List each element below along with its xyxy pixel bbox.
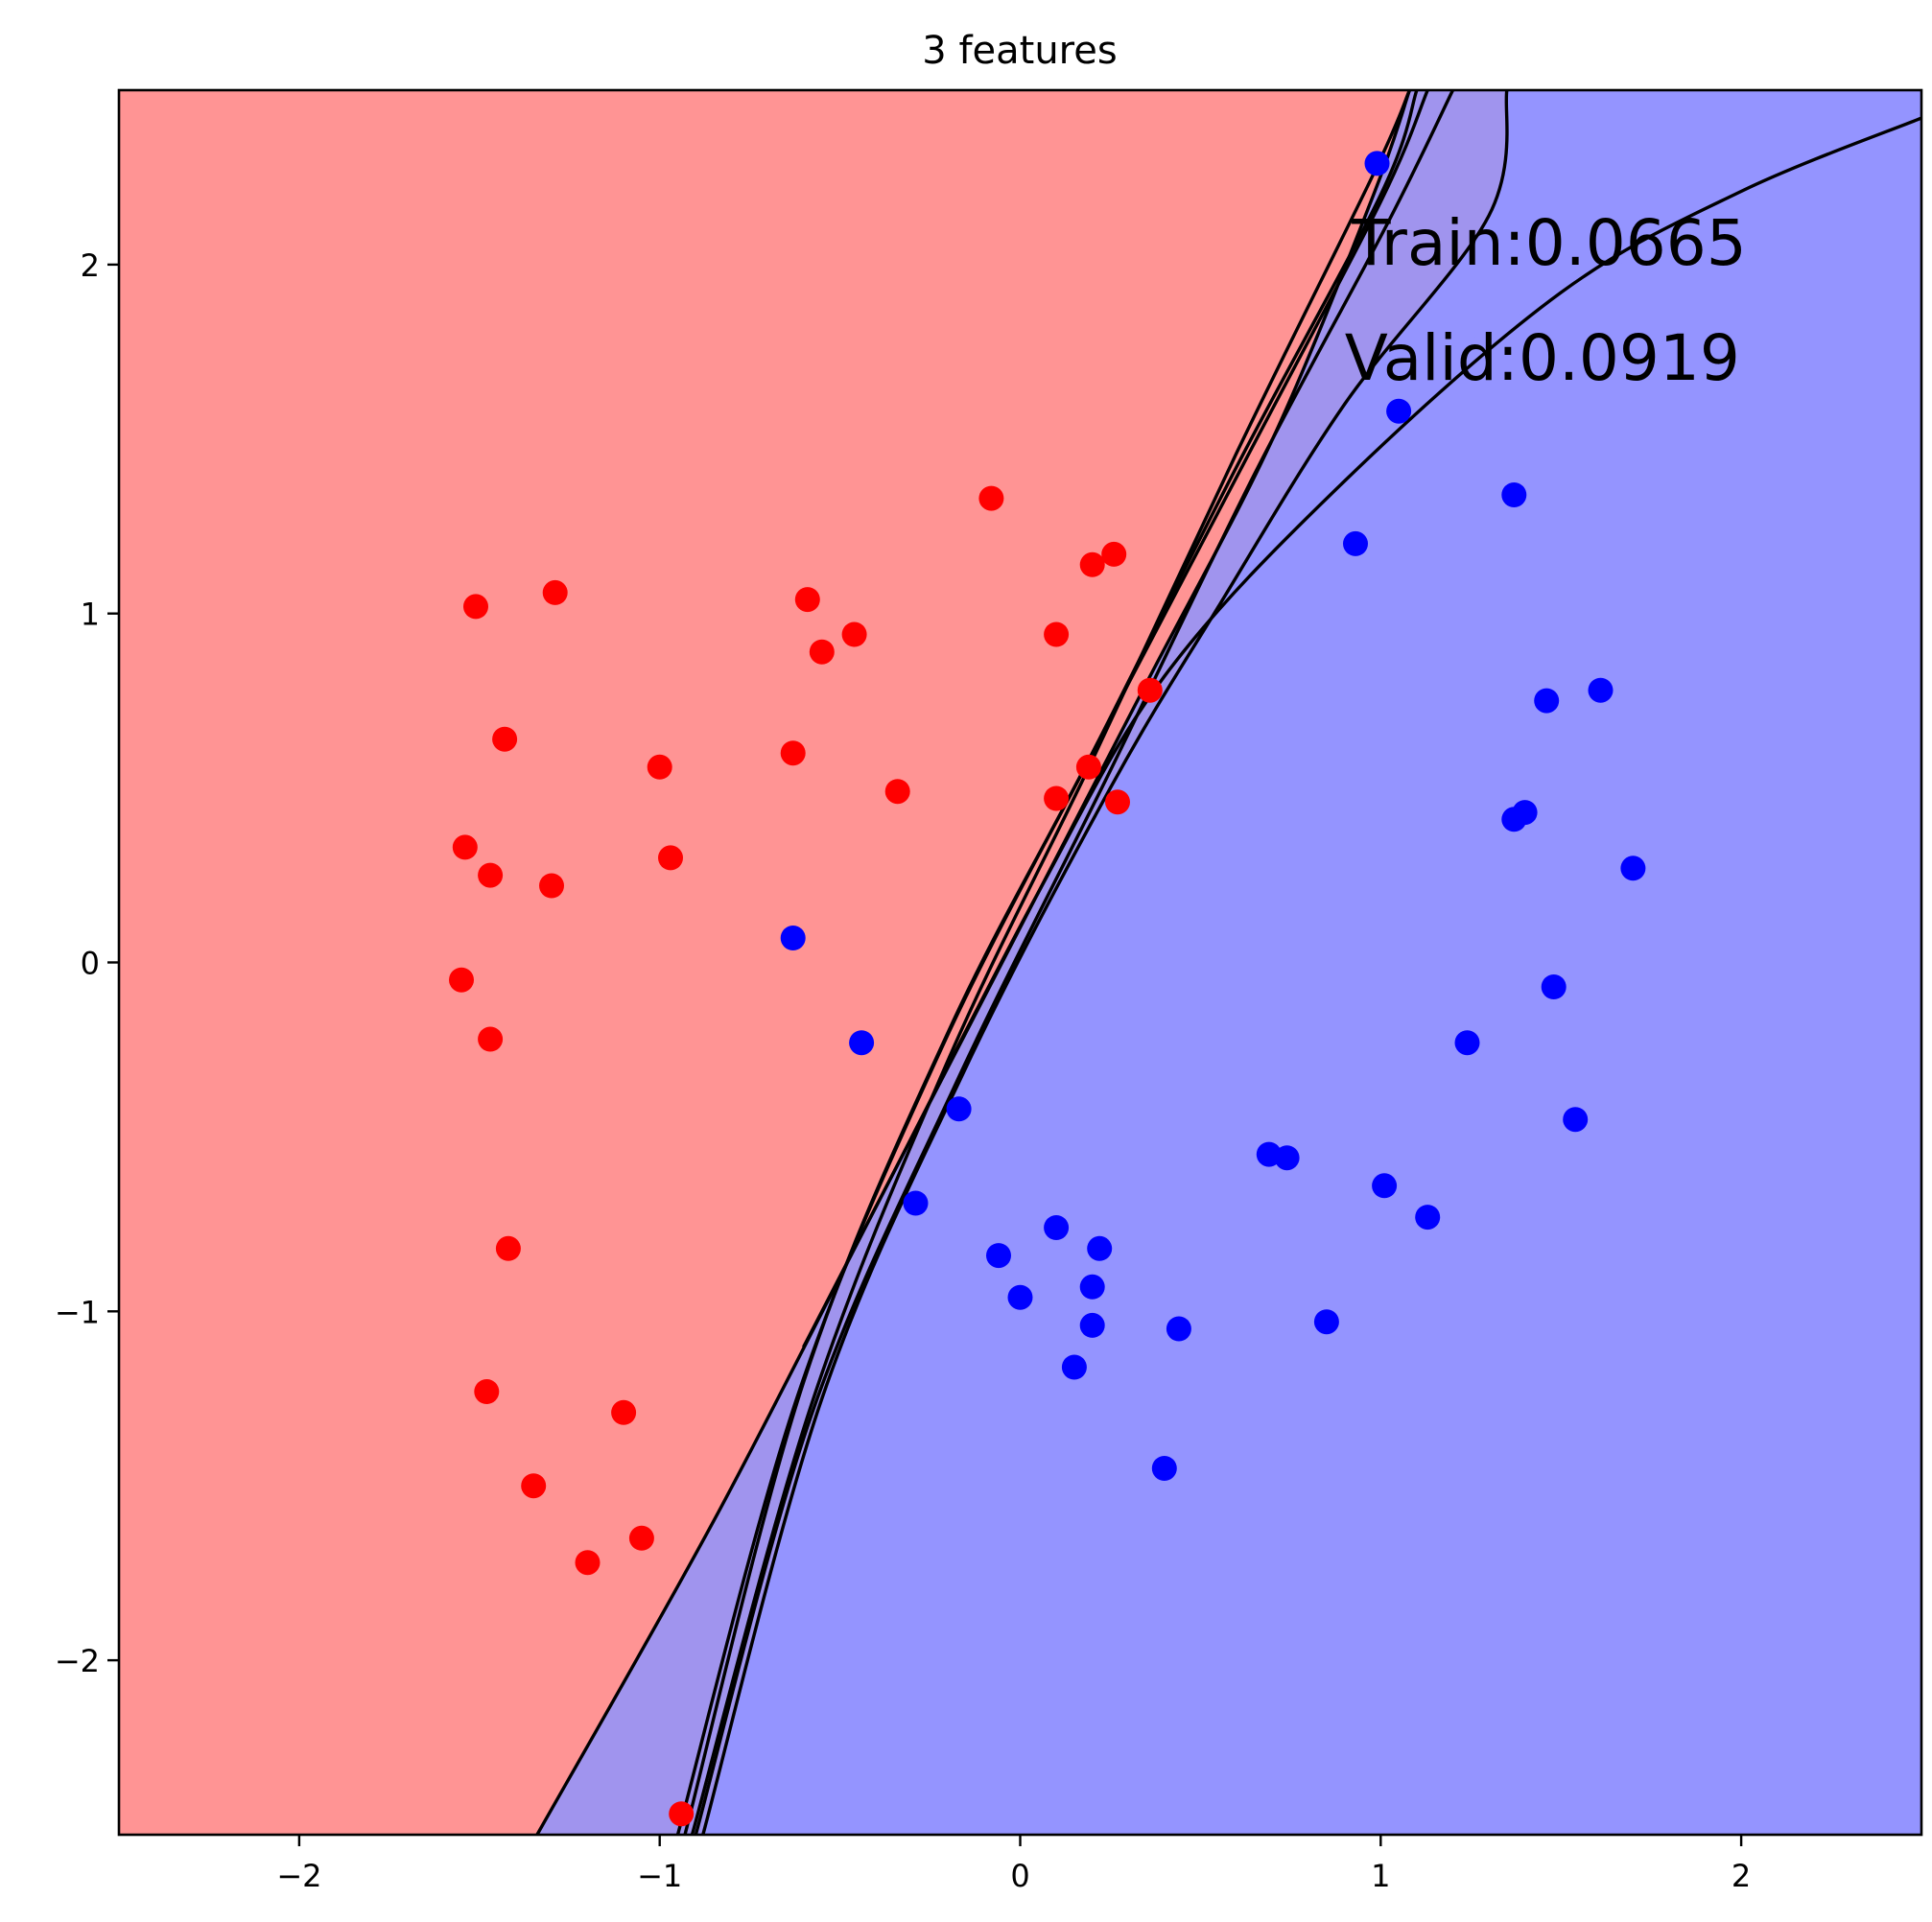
red-class-point — [495, 1235, 521, 1261]
y-tick-label: −1 — [55, 1294, 100, 1330]
blue-class-point — [1364, 151, 1390, 176]
decision-regions — [119, 90, 1921, 1836]
red-class-point — [575, 1550, 601, 1576]
red-class-point — [1079, 551, 1105, 577]
blue-class-point — [1501, 482, 1527, 507]
decision-boundaries — [535, 90, 1921, 1835]
red-class-point — [628, 1525, 654, 1551]
blue-class-point — [1007, 1284, 1033, 1310]
red-class-point — [809, 639, 835, 665]
red-class-point — [669, 1801, 695, 1827]
y-tick-label: −2 — [55, 1643, 100, 1679]
blue-class-point — [1534, 688, 1560, 714]
red-class-point — [1105, 789, 1130, 815]
red-class-point — [542, 579, 568, 605]
red-class-point — [449, 967, 474, 993]
red-class-point — [1044, 785, 1070, 811]
blue-class-point — [1079, 1312, 1105, 1338]
y-tick-label: 2 — [81, 247, 100, 284]
red-class-point — [492, 726, 518, 752]
blue-class-point — [903, 1190, 929, 1216]
boundary-2 — [675, 90, 1429, 1835]
red-class-point — [521, 1473, 547, 1499]
y-tick-label: 0 — [81, 946, 100, 982]
red-class-point — [841, 621, 867, 647]
blue-class-point — [1087, 1235, 1113, 1261]
blue-class-point — [1151, 1456, 1177, 1481]
red-class-point — [647, 754, 672, 780]
blue-class-point — [1541, 974, 1567, 999]
blue-class-point — [1563, 1107, 1589, 1133]
blue-class-point — [1512, 800, 1538, 826]
x-tick-label: 2 — [1732, 1858, 1751, 1894]
axis-ticks: −2 −1 0 1 2 −2 −1 0 1 2 — [55, 247, 1751, 1894]
x-tick-label: −1 — [637, 1858, 682, 1894]
scatter-points — [449, 151, 1646, 1827]
red-class-point — [780, 740, 806, 766]
x-tick-label: 0 — [1010, 1858, 1029, 1894]
y-tick-label: 1 — [81, 597, 100, 633]
boundary-7 — [535, 116, 1921, 1835]
red-class-point — [539, 873, 564, 899]
red-class-point — [1101, 541, 1127, 567]
blue-class-point — [849, 1030, 875, 1056]
blue-class-point — [946, 1096, 972, 1122]
red-class-point — [1137, 677, 1163, 703]
red-class-point — [978, 485, 1004, 511]
valid-score-annotation: Valid:0.0919 — [1345, 321, 1740, 395]
red-class-point — [1075, 754, 1101, 780]
x-tick-label: 1 — [1371, 1858, 1390, 1894]
blue-class-point — [1372, 1173, 1398, 1199]
red-class-point — [452, 834, 478, 860]
blue-class-point — [1079, 1274, 1105, 1300]
blue-class-point — [1343, 530, 1368, 556]
blue-class-point — [1313, 1309, 1339, 1335]
blue-class-point — [1415, 1205, 1441, 1231]
red-class-point — [658, 845, 683, 871]
red-class-point — [1044, 621, 1070, 647]
region-blue-lower — [702, 118, 1921, 1836]
blue-class-point — [1454, 1030, 1480, 1056]
boundary-5 — [701, 90, 1509, 1835]
red-class-point — [478, 862, 504, 888]
chart-title: 3 features — [922, 29, 1117, 73]
blue-class-point — [1620, 856, 1646, 881]
red-class-point — [474, 1379, 500, 1404]
blue-class-point — [1166, 1316, 1191, 1342]
blue-class-point — [1386, 398, 1412, 424]
boundary-4 — [690, 90, 1412, 1835]
blue-class-point — [986, 1243, 1011, 1269]
blue-class-point — [1044, 1215, 1070, 1240]
blue-class-point — [1588, 677, 1614, 703]
blue-class-point — [1061, 1354, 1087, 1380]
red-class-point — [478, 1026, 504, 1052]
blue-class-point — [780, 926, 806, 950]
red-class-point — [611, 1399, 637, 1425]
boundary-3 — [694, 90, 1455, 1835]
train-score-annotation: Train:0.0665 — [1351, 206, 1747, 280]
annotations: Train:0.0665 Valid:0.0919 — [1345, 206, 1747, 395]
x-tick-label: −2 — [276, 1858, 321, 1894]
blue-class-point — [1274, 1145, 1300, 1171]
red-class-point — [884, 779, 910, 805]
red-class-point — [794, 587, 820, 613]
red-class-point — [463, 594, 488, 620]
